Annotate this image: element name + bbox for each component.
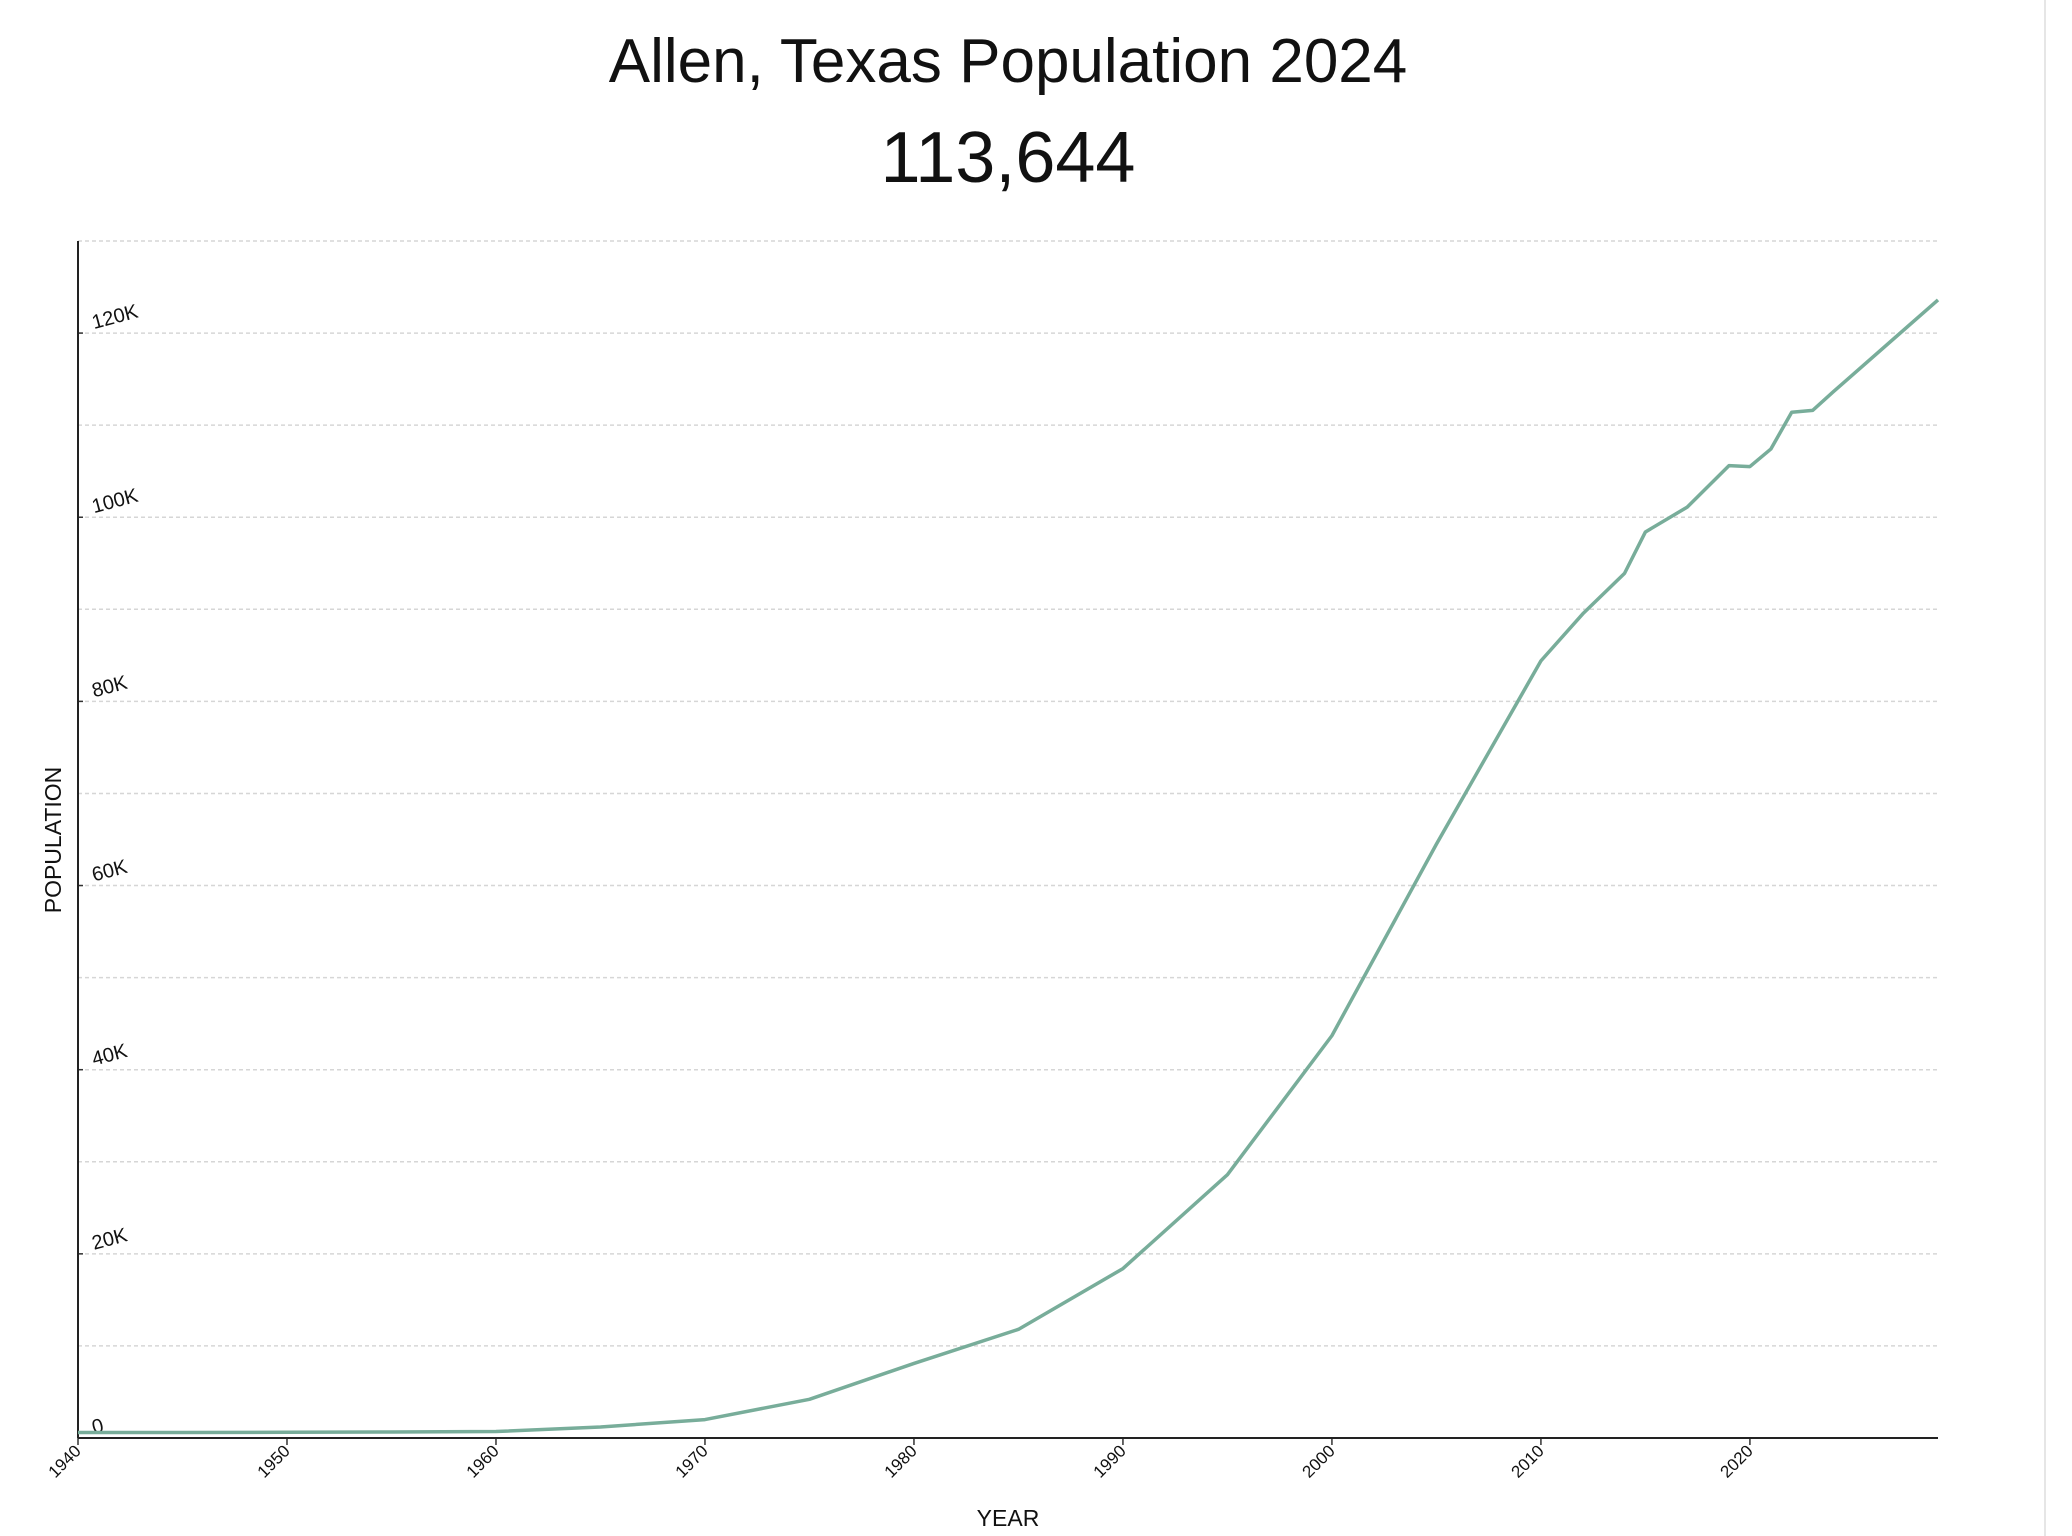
x-axis-label: YEAR	[977, 1505, 1040, 1531]
x-tick-label: 1970	[672, 1441, 712, 1481]
x-tick-label: 1960	[463, 1441, 503, 1481]
x-tick-label: 1980	[881, 1441, 921, 1481]
chart-title: Allen, Texas Population 2024	[609, 27, 1408, 96]
y-tick-label: 80K	[90, 672, 131, 703]
x-tick-label: 2010	[1508, 1441, 1548, 1481]
y-tick-label: 120K	[90, 300, 141, 334]
x-tick-label: 2000	[1299, 1441, 1339, 1481]
y-tick-label: 60K	[90, 856, 131, 887]
x-tick-label: 1990	[1090, 1441, 1130, 1481]
y-tick-label: 40K	[90, 1040, 131, 1071]
x-tick-label: 2020	[1717, 1441, 1757, 1481]
y-tick-label: 20K	[90, 1224, 131, 1255]
y-axis-label: POPULATION	[40, 767, 66, 914]
y-tick-label: 100K	[90, 485, 141, 519]
x-tick-label: 1940	[45, 1441, 85, 1481]
x-tick-label: 1950	[254, 1441, 294, 1481]
chart-subtitle: 113,644	[881, 118, 1136, 198]
y-tick-label: 0	[90, 1415, 106, 1439]
data-line	[78, 298, 1940, 1435]
